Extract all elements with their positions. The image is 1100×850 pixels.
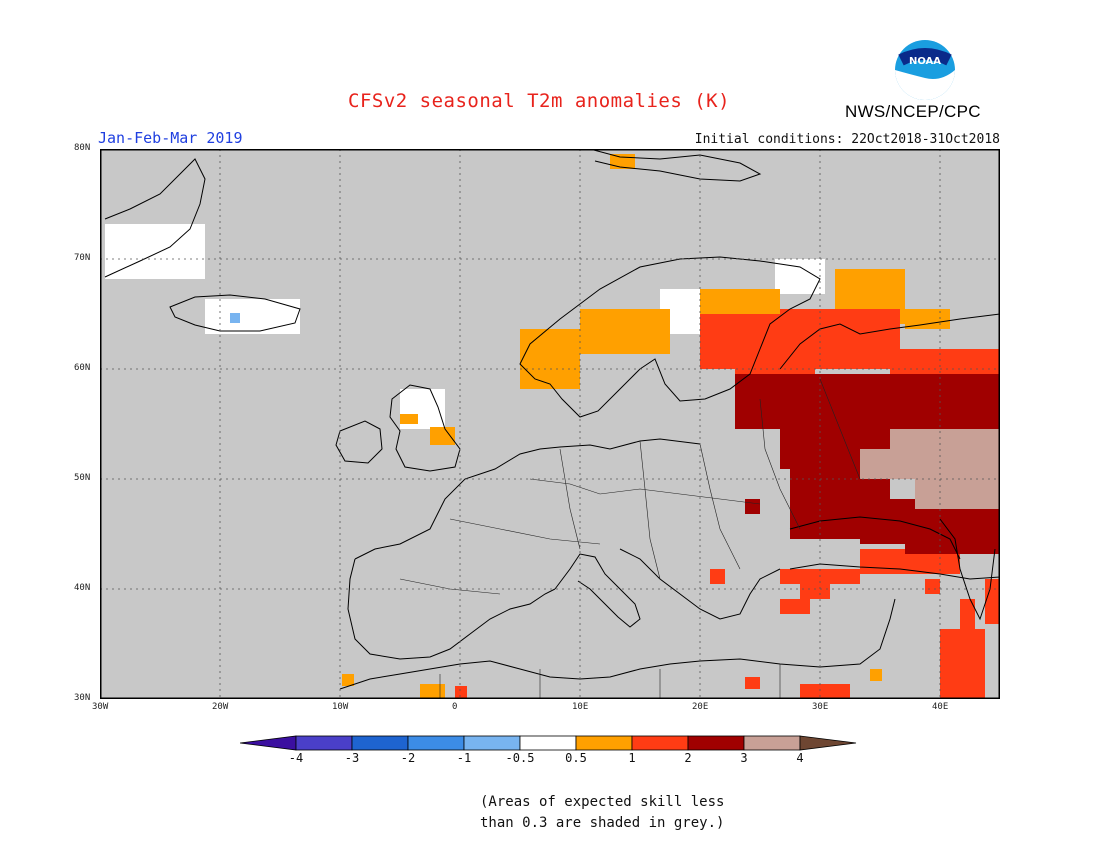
colorbar-segment — [743, 735, 801, 751]
colorbar-segment — [295, 735, 353, 751]
colorbar-label: -1 — [456, 751, 472, 765]
colorbar-label: -2 — [400, 751, 416, 765]
lon-tick-label: 10W — [332, 702, 349, 712]
lon-tick-label: 0 — [452, 702, 458, 712]
noaa-logo: NOAA — [893, 38, 957, 102]
anomaly-map — [100, 149, 1000, 699]
colorbar — [240, 735, 857, 751]
lon-tick-label: 10E — [572, 702, 589, 712]
lat-tick-label: 40N — [74, 583, 91, 593]
coastlines — [104, 149, 1000, 690]
skill-note-line2: than 0.3 are shaded in grey.) — [480, 815, 725, 831]
lat-tick-label: 30N — [74, 693, 91, 703]
anomaly-brown-areas — [860, 429, 1000, 509]
country-borders — [399, 378, 861, 699]
colorbar-label: 4 — [796, 751, 804, 765]
initial-conditions-label: Initial conditions: 22Oct2018-31Oct2018 — [694, 132, 1000, 147]
lat-tick-label: 80N — [74, 143, 91, 153]
page-title: CFSv2 seasonal T2m anomalies (K) — [348, 90, 731, 112]
logo-text: NOAA — [909, 56, 941, 67]
colorbar-label: -4 — [288, 751, 304, 765]
colorbar-arrow-low — [240, 735, 297, 751]
colorbar-label: 1 — [628, 751, 636, 765]
season-label: Jan-Feb-Mar 2019 — [98, 129, 243, 147]
gridlines — [100, 149, 1000, 699]
colorbar-segment — [519, 735, 577, 751]
colorbar-segment — [687, 735, 745, 751]
colorbar-segment — [407, 735, 465, 751]
colorbar-segment — [631, 735, 689, 751]
agency-label: NWS/NCEP/CPC — [845, 102, 981, 121]
skill-note: (Areas of expected skill less than 0.3 a… — [480, 792, 724, 834]
anomaly-lightblue-area — [230, 313, 240, 323]
skill-note-line1: (Areas of expected skill less — [480, 794, 725, 810]
lat-tick-label: 60N — [74, 363, 91, 373]
anomaly-red-areas — [455, 309, 1000, 699]
colorbar-segment — [575, 735, 633, 751]
map-frame — [100, 149, 1000, 699]
colorbar-label: -3 — [344, 751, 360, 765]
anomaly-darkred-areas — [735, 374, 1000, 554]
colorbar-label: -0.5 — [505, 751, 535, 765]
lon-tick-label: 20E — [692, 702, 709, 712]
lat-tick-label: 50N — [74, 473, 91, 483]
colorbar-arrow-high — [799, 735, 857, 751]
lon-tick-label: 40E — [932, 702, 949, 712]
lon-tick-label: 30W — [92, 702, 109, 712]
colorbar-label: 2 — [684, 751, 692, 765]
lat-tick-label: 70N — [74, 253, 91, 263]
colorbar-label: 3 — [740, 751, 748, 765]
lon-tick-label: 30E — [812, 702, 829, 712]
colorbar-label: 0.5 — [565, 751, 587, 765]
lon-tick-label: 20W — [212, 702, 229, 712]
colorbar-segment — [351, 735, 409, 751]
colorbar-segment — [463, 735, 521, 751]
